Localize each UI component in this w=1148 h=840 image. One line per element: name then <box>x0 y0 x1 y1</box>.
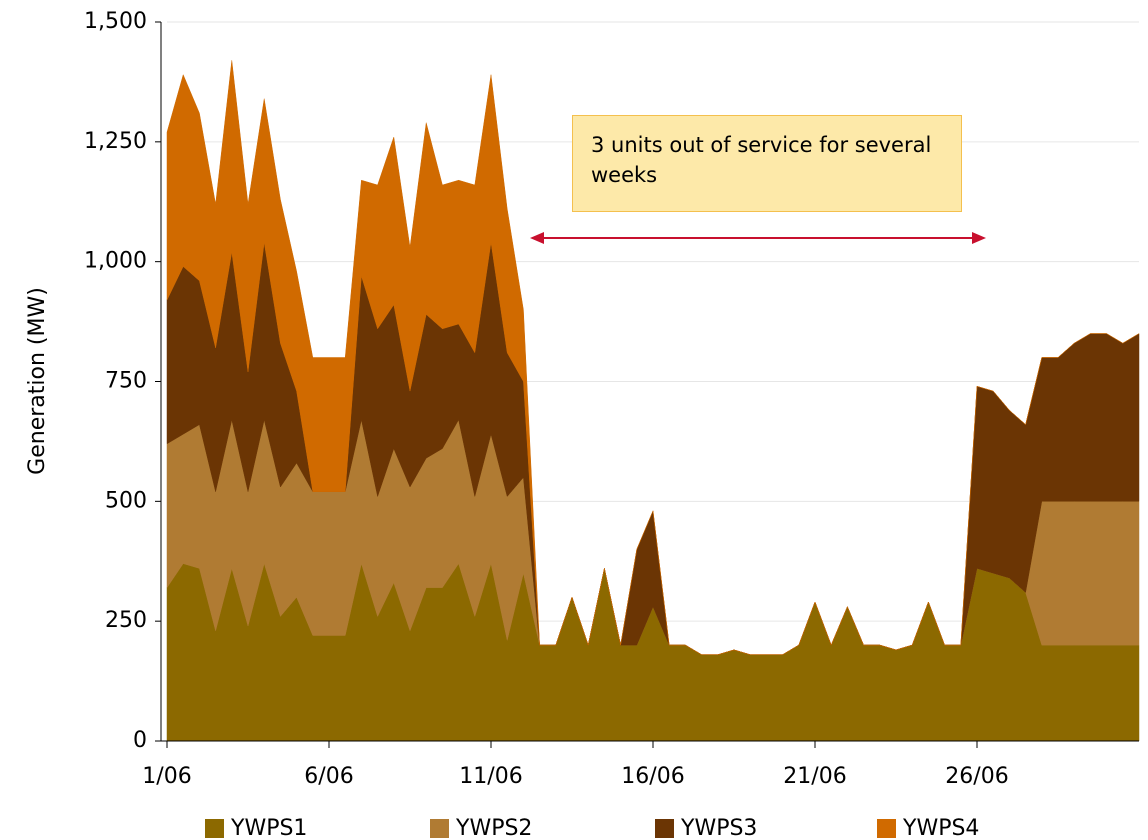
legend-label: YWPS1 <box>230 816 307 840</box>
x-tick-label: 26/06 <box>945 764 1008 789</box>
y-tick-label: 1,500 <box>84 9 147 34</box>
x-tick-label: 21/06 <box>783 764 846 789</box>
legend-swatch <box>430 819 449 838</box>
x-tick-label: 11/06 <box>459 764 522 789</box>
y-tick-label: 0 <box>133 728 147 753</box>
annotation: 3 units out of service for several weeks <box>572 115 962 212</box>
y-tick-label: 500 <box>105 488 147 513</box>
legend-label: YWPS3 <box>680 816 757 840</box>
x-tick-label: 16/06 <box>621 764 684 789</box>
x-tick-label: 1/06 <box>142 764 191 789</box>
legend-label: YWPS4 <box>902 816 979 840</box>
area <box>166 60 1140 655</box>
y-tick-label: 250 <box>105 608 147 633</box>
legend-swatch <box>655 819 674 838</box>
arrow-head <box>972 232 986 244</box>
legend-swatch <box>205 819 224 838</box>
arrow-head <box>530 232 544 244</box>
y-tick-label: 750 <box>105 369 147 394</box>
y-axis-label: Generation (MW) <box>25 287 50 475</box>
x-tick-label: 6/06 <box>304 764 353 789</box>
legend-label: YWPS2 <box>455 816 532 840</box>
legend-swatch <box>877 819 896 838</box>
y-tick-label: 1,250 <box>84 129 147 154</box>
y-tick-label: 1,000 <box>84 249 147 274</box>
